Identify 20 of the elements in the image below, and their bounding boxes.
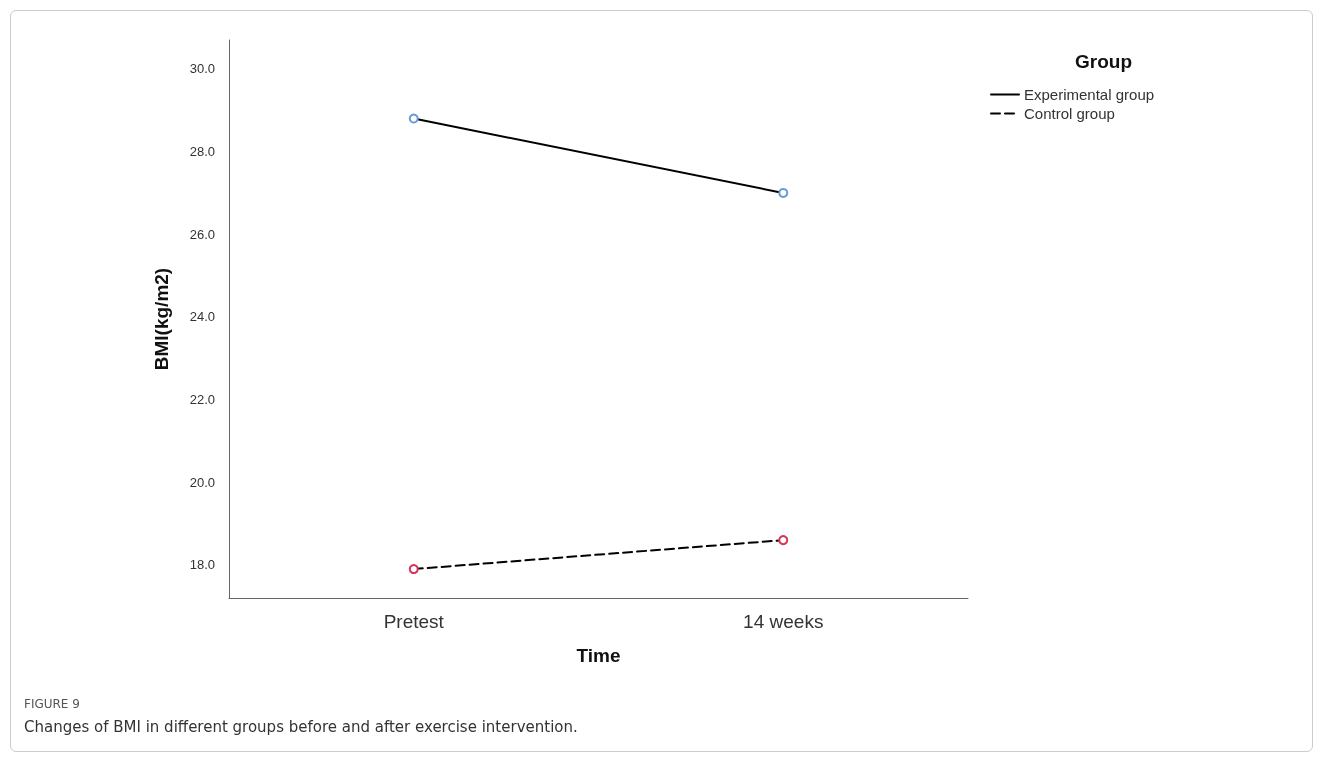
x-axis-title: Time: [576, 645, 621, 666]
point: [778, 535, 789, 546]
legend-title: Group: [1075, 51, 1132, 72]
text: Changes of BMI in different groups before and after exercise intervention.: [24, 717, 578, 736]
y-tick-label: 28.0: [189, 144, 215, 160]
y-tick-label: 26.0: [189, 226, 215, 242]
legend-label: Experimental group: [1024, 86, 1155, 103]
y-axis-title: BMI(kg/m2): [151, 267, 172, 371]
point: [408, 564, 419, 575]
y-tick-label: 18.0: [189, 557, 215, 573]
legend-label: Control group: [1024, 105, 1115, 122]
y-tick-label: 30.0: [189, 61, 215, 77]
y-tick-label: 20.0: [189, 474, 215, 490]
point: [408, 113, 419, 124]
x-tick-label: 14 weeks: [743, 611, 824, 632]
x-tick-label: Pretest: [383, 611, 445, 632]
y-tick-label: 22.0: [189, 392, 215, 408]
y-tick-label: 24.0: [189, 309, 215, 325]
caption: FIGURE 9: [24, 697, 80, 711]
point: [778, 187, 789, 198]
